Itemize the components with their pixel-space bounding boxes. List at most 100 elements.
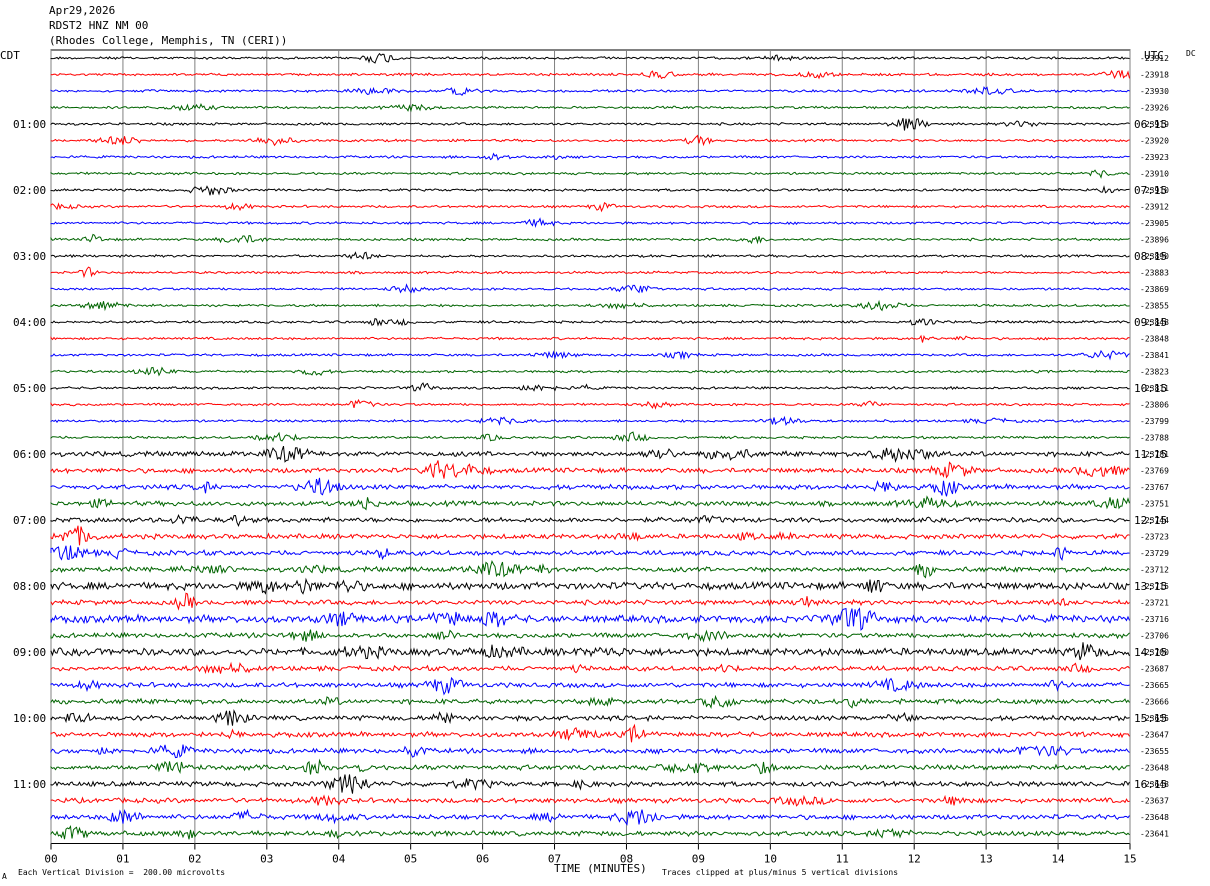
label-layer: 00 01 02 03 04 05 06 07 08 09 10 11 12 13 14 15 -23912 -2… bbox=[13, 54, 1169, 866]
seismic-trace bbox=[50, 251, 1130, 260]
trace-dc-offset-label: -23767 bbox=[1140, 483, 1169, 492]
seismic-trace bbox=[50, 629, 1130, 643]
x-tick-label: 01 bbox=[116, 853, 129, 866]
trace-dc-offset-label: -23823 bbox=[1140, 368, 1169, 377]
x-tick-label: 02 bbox=[188, 853, 201, 866]
x-tick-label: 04 bbox=[332, 853, 346, 866]
grid-layer bbox=[50, 49, 1131, 850]
cdt-hour-label: 10:00 bbox=[13, 712, 46, 725]
x-tick-label: 11 bbox=[836, 853, 849, 866]
header-date: Apr29,2026 bbox=[49, 4, 116, 17]
trace-dc-offset-label: -23716 bbox=[1140, 615, 1169, 624]
trace-dc-offset-label: -23721 bbox=[1140, 599, 1169, 608]
utc-hour-label: 07:15 bbox=[1134, 184, 1167, 197]
cdt-hour-label: 07:00 bbox=[13, 514, 46, 527]
trace-dc-offset-label: -23715 bbox=[1140, 582, 1169, 591]
trace-dc-offset-label: -23883 bbox=[1140, 269, 1169, 278]
seismic-trace bbox=[50, 495, 1130, 511]
trace-dc-offset-label: -23781 bbox=[1140, 450, 1169, 459]
seismic-trace bbox=[50, 152, 1130, 161]
dc-label: DC bbox=[1186, 49, 1196, 58]
trace-dc-offset-label: -23905 bbox=[1140, 219, 1169, 228]
trace-dc-offset-label: -23655 bbox=[1140, 714, 1169, 723]
trace-dc-offset-label: -23926 bbox=[1140, 104, 1169, 113]
seismic-trace bbox=[50, 460, 1130, 479]
seismic-trace bbox=[50, 676, 1130, 696]
seismic-trace bbox=[50, 431, 1130, 443]
cdt-hour-label: 09:00 bbox=[13, 646, 46, 659]
trace-dc-offset-label: -23919 bbox=[1140, 120, 1169, 129]
trace-dc-offset-label: -23648 bbox=[1140, 813, 1169, 822]
seismic-trace bbox=[50, 299, 1130, 312]
x-tick-label: 15 bbox=[1123, 853, 1136, 866]
x-tick-label: 09 bbox=[692, 853, 705, 866]
seismic-trace bbox=[50, 349, 1130, 361]
trace-dc-offset-label: -23665 bbox=[1140, 681, 1169, 690]
seismic-trace bbox=[50, 514, 1130, 528]
trace-dc-offset-label: -23744 bbox=[1140, 516, 1169, 525]
seismic-trace bbox=[50, 559, 1130, 579]
seismic-trace bbox=[50, 52, 1130, 64]
trace-dc-offset-label: -23841 bbox=[1140, 351, 1169, 360]
trace-dc-offset-label: -23912 bbox=[1140, 203, 1169, 212]
trace-dc-offset-label: -23848 bbox=[1140, 335, 1169, 344]
seismic-trace bbox=[50, 545, 1130, 561]
trace-dc-offset-label: -23890 bbox=[1140, 252, 1169, 261]
trace-dc-offset-label: -23869 bbox=[1140, 285, 1169, 294]
seismic-trace bbox=[50, 169, 1130, 179]
utc-hour-label: 14:15 bbox=[1134, 646, 1167, 659]
right-axis-title: UTC bbox=[1144, 49, 1164, 62]
trace-dc-offset-label: -23712 bbox=[1140, 566, 1169, 575]
seismic-trace bbox=[50, 266, 1130, 279]
trace-dc-offset-label: -23920 bbox=[1140, 137, 1169, 146]
seismic-trace bbox=[50, 445, 1130, 464]
seismic-trace bbox=[50, 134, 1130, 147]
cdt-hour-label: 03:00 bbox=[13, 250, 46, 263]
seismic-trace bbox=[50, 592, 1130, 611]
utc-hour-label: 12:15 bbox=[1134, 514, 1167, 527]
seismic-trace bbox=[50, 794, 1130, 807]
seismic-trace bbox=[50, 723, 1130, 743]
seismic-trace bbox=[50, 318, 1130, 327]
trace-dc-offset-label: -23918 bbox=[1140, 71, 1169, 80]
seismic-trace bbox=[50, 233, 1130, 245]
trace-dc-offset-label: -23923 bbox=[1140, 153, 1169, 162]
seismic-trace bbox=[50, 382, 1130, 392]
trace-dc-offset-label: -23930 bbox=[1140, 87, 1169, 96]
seismic-trace bbox=[50, 661, 1130, 675]
seismic-trace bbox=[50, 415, 1130, 426]
trace-dc-offset-label: -23912 bbox=[1140, 54, 1169, 63]
header-location: (Rhodes College, Memphis, TN (CERI)) bbox=[49, 34, 288, 47]
trace-dc-offset-label: -23700 bbox=[1140, 648, 1169, 657]
trace-dc-offset-label: -23788 bbox=[1140, 434, 1169, 443]
utc-hour-label: 13:15 bbox=[1134, 580, 1167, 593]
seismic-trace bbox=[50, 758, 1130, 775]
seismic-trace bbox=[50, 824, 1130, 840]
trace-dc-offset-label: -23655 bbox=[1140, 747, 1169, 756]
utc-hour-label: 09:15 bbox=[1134, 316, 1167, 329]
utc-hour-label: 15:15 bbox=[1134, 712, 1167, 725]
cdt-hour-label: 11:00 bbox=[13, 778, 46, 791]
trace-dc-offset-label: -23729 bbox=[1140, 549, 1169, 558]
x-tick-label: 05 bbox=[404, 853, 417, 866]
trace-dc-offset-label: -23806 bbox=[1140, 401, 1169, 410]
trace-dc-offset-label: -23637 bbox=[1140, 797, 1169, 806]
seismic-trace bbox=[50, 477, 1130, 497]
trace-dc-offset-label: -23848 bbox=[1140, 318, 1169, 327]
cdt-hour-label: 05:00 bbox=[13, 382, 46, 395]
seismic-trace bbox=[50, 217, 1130, 228]
trace-dc-offset-label: -23855 bbox=[1140, 302, 1169, 311]
x-tick-label: 03 bbox=[260, 853, 273, 866]
corner-mark: A bbox=[2, 872, 7, 881]
trace-dc-offset-label: -23910 bbox=[1140, 170, 1169, 179]
seismic-trace bbox=[50, 118, 1130, 131]
x-tick-label: 08 bbox=[620, 853, 633, 866]
seismic-trace bbox=[50, 102, 1130, 113]
cdt-hour-label: 01:00 bbox=[13, 118, 46, 131]
trace-dc-offset-label: -23751 bbox=[1140, 500, 1169, 509]
utc-hour-label: 06:15 bbox=[1134, 118, 1167, 131]
x-tick-label: 12 bbox=[908, 853, 921, 866]
trace-dc-offset-label: -23910 bbox=[1140, 186, 1169, 195]
trace-dc-offset-label: -23706 bbox=[1140, 632, 1169, 641]
seismic-trace bbox=[50, 283, 1130, 294]
